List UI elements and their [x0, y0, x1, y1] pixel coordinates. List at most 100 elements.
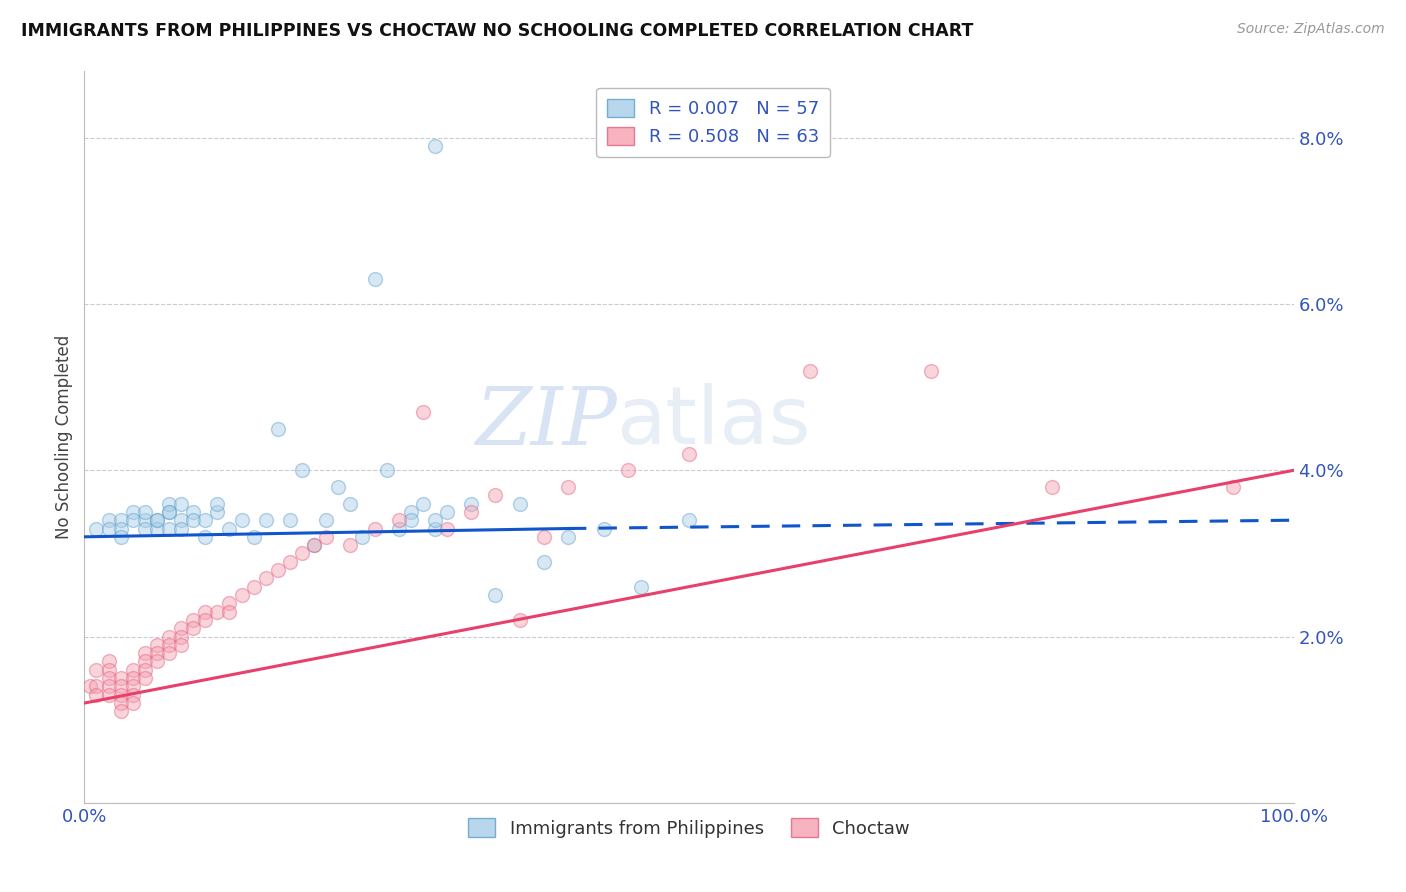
Point [146, 646, 169, 660]
Point [146, 513, 169, 527]
Point [97, 521, 120, 535]
Point [254, 513, 277, 527]
Point [157, 505, 180, 519]
Point [436, 505, 458, 519]
Point [170, 513, 193, 527]
Point [157, 646, 180, 660]
Point [157, 521, 180, 535]
Point [509, 613, 531, 627]
Point [121, 513, 143, 527]
Point [617, 463, 640, 477]
Point [423, 513, 446, 527]
Point [110, 530, 132, 544]
Point [194, 513, 217, 527]
Point [134, 505, 156, 519]
Point [86, 663, 108, 677]
Point [267, 422, 290, 436]
Point [533, 555, 555, 569]
Point [194, 613, 217, 627]
Legend: Immigrants from Philippines, Choctaw: Immigrants from Philippines, Choctaw [461, 811, 917, 845]
Point [423, 139, 446, 153]
Point [363, 272, 385, 286]
Point [339, 538, 361, 552]
Point [86, 680, 108, 694]
Point [97, 688, 120, 702]
Point [97, 513, 120, 527]
Point [1222, 480, 1244, 494]
Point [97, 655, 120, 669]
Point [170, 497, 193, 511]
Point [920, 363, 942, 377]
Point [97, 680, 120, 694]
Point [363, 521, 385, 535]
Point [630, 580, 652, 594]
Point [533, 530, 555, 544]
Point [134, 521, 156, 535]
Point [121, 671, 143, 685]
Point [146, 521, 169, 535]
Point [134, 655, 156, 669]
Point [423, 521, 446, 535]
Point [388, 521, 411, 535]
Point [328, 480, 350, 494]
Point [194, 530, 217, 544]
Point [436, 521, 458, 535]
Point [170, 521, 193, 535]
Point [218, 596, 240, 610]
Point [121, 696, 143, 710]
Point [460, 497, 482, 511]
Point [278, 555, 301, 569]
Text: ZIP: ZIP [475, 384, 616, 461]
Point [79, 680, 101, 694]
Y-axis label: No Schooling Completed: No Schooling Completed [55, 335, 73, 539]
Point [86, 521, 108, 535]
Point [181, 621, 204, 635]
Point [254, 571, 277, 585]
Point [315, 513, 337, 527]
Point [231, 588, 253, 602]
Text: atlas: atlas [616, 384, 811, 461]
Point [194, 605, 217, 619]
Point [460, 505, 482, 519]
Point [315, 530, 337, 544]
Point [207, 497, 229, 511]
Point [134, 671, 156, 685]
Point [399, 505, 422, 519]
Point [110, 521, 132, 535]
Point [352, 530, 374, 544]
Point [157, 638, 180, 652]
Point [157, 505, 180, 519]
Point [593, 521, 616, 535]
Point [207, 605, 229, 619]
Point [388, 513, 411, 527]
Point [110, 513, 132, 527]
Point [121, 505, 143, 519]
Point [207, 505, 229, 519]
Point [278, 513, 301, 527]
Point [146, 513, 169, 527]
Point [86, 688, 108, 702]
Point [484, 488, 506, 502]
Point [412, 497, 434, 511]
Point [399, 513, 422, 527]
Point [121, 688, 143, 702]
Point [799, 363, 821, 377]
Point [678, 513, 700, 527]
Point [375, 463, 398, 477]
Point [242, 580, 264, 594]
Point [678, 447, 700, 461]
Point [231, 513, 253, 527]
Point [157, 630, 180, 644]
Point [146, 655, 169, 669]
Text: Source: ZipAtlas.com: Source: ZipAtlas.com [1237, 22, 1385, 37]
Point [134, 513, 156, 527]
Point [484, 588, 506, 602]
Point [110, 680, 132, 694]
Point [121, 663, 143, 677]
Point [170, 630, 193, 644]
Point [110, 671, 132, 685]
Point [557, 530, 579, 544]
Point [557, 480, 579, 494]
Point [170, 638, 193, 652]
Point [267, 563, 290, 577]
